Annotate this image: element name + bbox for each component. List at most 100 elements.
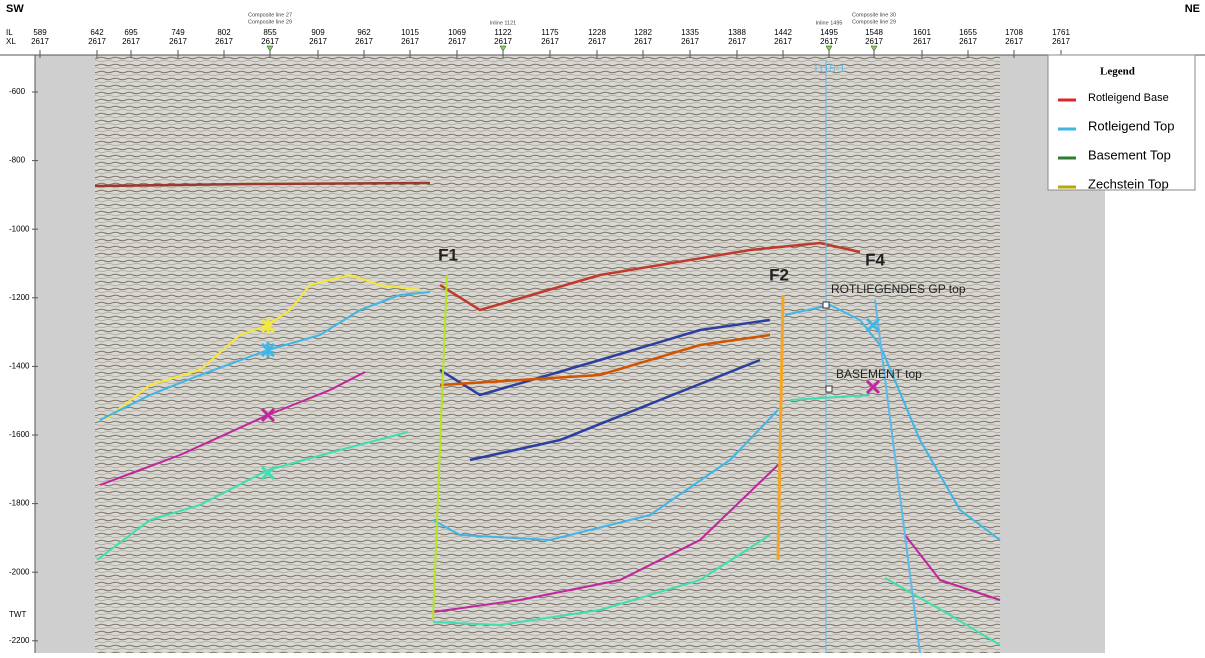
- xl-label: 2617: [774, 37, 792, 46]
- xl-label: 2617: [728, 37, 746, 46]
- marker-triangle: [825, 45, 833, 52]
- fault-label: F1: [438, 245, 458, 264]
- il-label: 1708: [1005, 28, 1023, 37]
- marker-label: Composite line 29: [248, 19, 292, 25]
- reflectors: [94, 181, 861, 462]
- y-tick-label: -1800: [9, 499, 30, 508]
- legend-label: Rotleigend Base: [1088, 92, 1169, 104]
- markers: [260, 301, 881, 481]
- xl-label: 2617: [820, 37, 838, 46]
- reflector: [469, 358, 761, 462]
- xl-label: 2617: [122, 37, 140, 46]
- horizon: [96, 431, 409, 561]
- fault-line: [776, 294, 785, 561]
- horizon: [99, 291, 431, 421]
- xl-label: 2617: [959, 37, 977, 46]
- il-label: 1175: [541, 28, 559, 37]
- xl-label: 2617: [681, 37, 699, 46]
- y-tick-label: -800: [9, 156, 26, 165]
- top-axis: 5892617642261769526177492617802261785526…: [31, 12, 1070, 58]
- well-label: 1115-1: [813, 63, 846, 75]
- il-label: 1228: [588, 28, 606, 37]
- well-marker: [825, 385, 833, 393]
- il-label: 1655: [959, 28, 977, 37]
- il-label: 695: [124, 28, 138, 37]
- pick-marker: [260, 318, 276, 334]
- y-tick-label: -2000: [9, 567, 30, 576]
- y-tick-label: -1400: [9, 362, 30, 371]
- xl-label: 2617: [913, 37, 931, 46]
- marker-triangle: [499, 45, 507, 52]
- corner-label: SW: [6, 3, 24, 15]
- xl-label: 2617: [31, 37, 49, 46]
- y-tick-label: -1600: [9, 430, 30, 439]
- reflector: [94, 181, 431, 188]
- xl-label: 2617: [88, 37, 106, 46]
- xl-label: 2617: [494, 37, 512, 46]
- xl-label: 2617: [541, 37, 559, 46]
- legend-label: Rotleigend Top: [1088, 118, 1175, 133]
- fault-line: [432, 274, 448, 621]
- row-label: IL: [6, 28, 13, 37]
- xl-label: 2617: [1005, 37, 1023, 46]
- horizon: [104, 273, 421, 421]
- il-label: 909: [311, 28, 325, 37]
- legend-label: Basement Top: [1088, 147, 1171, 162]
- row-label: XL: [6, 37, 16, 46]
- pick-marker: [260, 342, 276, 358]
- marker-label: Composite line 30: [852, 12, 896, 18]
- xl-label: 2617: [169, 37, 187, 46]
- seismic-data: [95, 55, 1000, 653]
- xl-label: 2617: [448, 37, 466, 46]
- axis-title: TWT: [9, 610, 26, 619]
- il-label: 855: [263, 28, 277, 37]
- il-label: 1548: [865, 28, 883, 37]
- y-tick-label: -1200: [9, 293, 30, 302]
- il-label: 962: [357, 28, 371, 37]
- il-label: 1601: [913, 28, 931, 37]
- horizons: [96, 60, 1001, 654]
- well-marker: [822, 301, 830, 309]
- reflector: [439, 333, 771, 387]
- xl-label: 2617: [261, 37, 279, 46]
- marker-label: Composite line 27: [248, 12, 292, 18]
- xl-label: 2617: [401, 37, 419, 46]
- il-label: 1122: [494, 28, 512, 37]
- legend: Legend Rotleigend Base Rotleigend Top Base…: [1047, 54, 1196, 191]
- pick-marker: [865, 317, 881, 333]
- il-label: 749: [171, 28, 185, 37]
- y-tick-label: -600: [9, 87, 26, 96]
- il-label: 1495: [820, 28, 838, 37]
- marker-triangle: [266, 45, 274, 52]
- horizon: [884, 577, 1001, 646]
- il-label: 802: [217, 28, 231, 37]
- il-label: 1761: [1052, 28, 1070, 37]
- marker-label: Composite line 29: [852, 19, 896, 25]
- horizon: [789, 394, 871, 401]
- legend-box: [1047, 54, 1196, 191]
- marker-triangle: [870, 45, 878, 52]
- il-label: 1335: [681, 28, 699, 37]
- horizon-label: BASEMENT top: [836, 367, 922, 381]
- pick-marker: [260, 465, 276, 481]
- fault-label: F2: [769, 265, 789, 284]
- reflector: [439, 318, 771, 397]
- legend-title: Legend: [1100, 66, 1135, 78]
- xl-label: 2617: [1052, 37, 1070, 46]
- il-label: 642: [90, 28, 104, 37]
- corner-label: NE: [1185, 3, 1200, 15]
- il-label: 589: [33, 28, 47, 37]
- fault-label: F4: [865, 250, 885, 269]
- il-label: 1282: [634, 28, 652, 37]
- xl-label: 2617: [634, 37, 652, 46]
- marker-label: Inline 1495: [816, 20, 843, 26]
- il-label: 1069: [448, 28, 466, 37]
- horizon: [904, 534, 1001, 601]
- xl-label: 2617: [588, 37, 606, 46]
- y-tick-label: -2200: [9, 636, 30, 645]
- xl-label: 2617: [865, 37, 883, 46]
- reflector: [439, 241, 861, 312]
- horizon: [432, 534, 771, 627]
- pick-marker: [260, 407, 276, 423]
